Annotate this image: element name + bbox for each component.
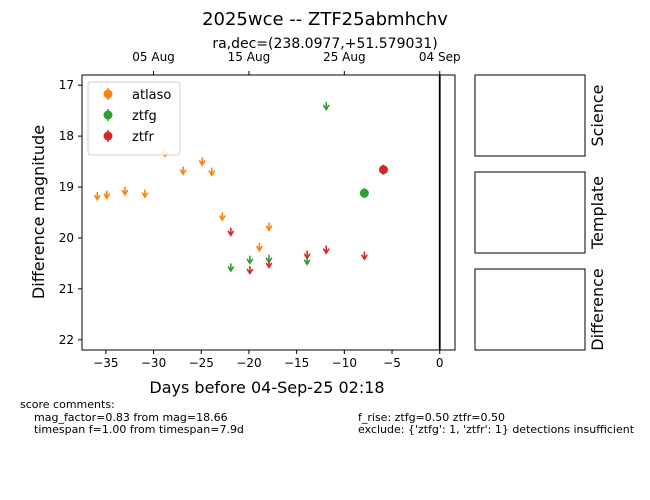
x-tick-label: −35 bbox=[93, 356, 118, 370]
y-tick-label: 22 bbox=[59, 333, 74, 347]
ztfr-upper-limit bbox=[322, 245, 330, 255]
ztfg-detection bbox=[359, 188, 369, 198]
ztfr-upper-limit bbox=[227, 227, 235, 237]
y-tick-label: 17 bbox=[59, 78, 74, 92]
atlaso-upper-limit bbox=[93, 191, 101, 202]
legend-entry: ztfr bbox=[132, 130, 154, 145]
atlaso-upper-limit bbox=[179, 166, 187, 176]
stamp-label-science: Science bbox=[588, 84, 607, 146]
top-tick-label: 04 Sep bbox=[419, 50, 461, 64]
score-comment-left-2: timespan f=1.00 from timespan=7.9d bbox=[34, 423, 244, 436]
x-tick-label: −15 bbox=[284, 356, 309, 370]
x-tick-label: −10 bbox=[332, 356, 357, 370]
atlaso-upper-limit bbox=[208, 167, 216, 177]
figure-title: 2025wce -- ZTF25abmhchv bbox=[202, 9, 448, 30]
score-comment-right-1: f_rise: ztfg=0.50 ztfr=0.50 bbox=[358, 411, 505, 424]
top-tick-label: 25 Aug bbox=[323, 50, 366, 64]
stamp-panel-difference bbox=[474, 268, 586, 351]
ztfg-upper-limit bbox=[227, 263, 235, 273]
ztfr-detection bbox=[378, 165, 388, 175]
y-tick-label: 18 bbox=[59, 129, 74, 143]
atlaso-upper-limit bbox=[103, 190, 111, 200]
y-tick-label: 20 bbox=[59, 231, 74, 245]
figure-subtitle: ra,dec=(238.0977,+51.579031) bbox=[212, 36, 437, 52]
stamp-label-template: Template bbox=[588, 176, 607, 250]
ztfr-upper-limit bbox=[246, 265, 254, 276]
legend-entry: atlaso bbox=[132, 88, 171, 103]
x-tick-label: −20 bbox=[236, 356, 261, 370]
atlaso-upper-limit bbox=[218, 212, 226, 222]
legend-entry: ztfg bbox=[132, 109, 157, 124]
ztfr-upper-limit bbox=[361, 251, 368, 261]
legend-marker bbox=[103, 110, 113, 120]
stamp-panel-template bbox=[474, 171, 586, 254]
legend-marker bbox=[103, 131, 113, 141]
x-tick-label: −5 bbox=[383, 356, 401, 370]
stamp-panel-science bbox=[474, 74, 586, 157]
ztfr-upper-limit bbox=[303, 250, 311, 260]
atlaso-upper-limit bbox=[256, 242, 263, 253]
ztfg-upper-limit bbox=[322, 101, 330, 112]
x-axis-label: Days before 04-Sep-25 02:18 bbox=[149, 378, 384, 397]
y-tick-label: 21 bbox=[59, 282, 74, 296]
score-comment-right-2: exclude: {'ztfg': 1, 'ztfr': 1} detectio… bbox=[358, 423, 635, 436]
atlaso-upper-limit bbox=[121, 186, 129, 197]
lightcurve-plot: −35 −30 −25 −20 −15 −10 −5 0 05 Aug 15 Aug 25 Aug 0… bbox=[59, 50, 461, 370]
image-stamps: Science Template Difference bbox=[474, 74, 607, 351]
ztfg-upper-limit bbox=[246, 255, 254, 265]
x-tick-label: −30 bbox=[141, 356, 166, 370]
legend-marker bbox=[103, 89, 113, 99]
x-tick-label: −25 bbox=[189, 356, 214, 370]
score-comment-left-1: mag_factor=0.83 from mag=18.66 bbox=[34, 411, 228, 424]
stamp-label-difference: Difference bbox=[588, 268, 607, 350]
y-tick-label: 19 bbox=[59, 180, 74, 194]
ztfr-upper-limit bbox=[265, 259, 273, 269]
plot-frame bbox=[81, 74, 456, 351]
top-tick-label: 15 Aug bbox=[228, 50, 271, 64]
atlaso-upper-limit bbox=[198, 157, 206, 167]
score-comments-heading: score comments: bbox=[20, 398, 115, 411]
atlaso-upper-limit bbox=[141, 189, 149, 199]
y-axis-label: Difference magnitude bbox=[29, 125, 48, 299]
atlaso-upper-limit bbox=[265, 222, 273, 232]
x-tick-label: 0 bbox=[436, 356, 444, 370]
top-tick-label: 05 Aug bbox=[132, 50, 175, 64]
